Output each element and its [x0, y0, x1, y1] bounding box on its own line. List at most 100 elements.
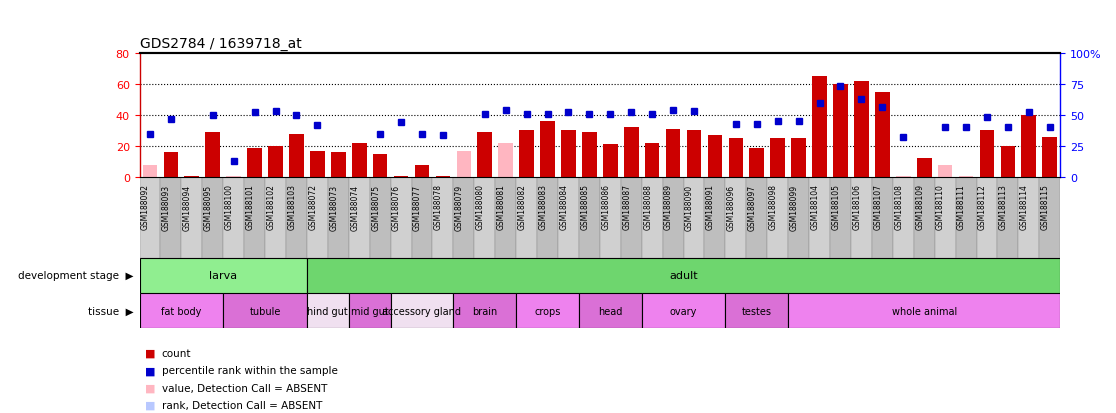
Text: accessory gland: accessory gland: [383, 306, 462, 316]
Bar: [686, 131, 701, 178]
Text: GSM188112: GSM188112: [978, 184, 987, 230]
Text: GSM188089: GSM188089: [664, 184, 673, 230]
Bar: [830, 178, 850, 258]
Bar: [289, 134, 304, 178]
Text: GSM188097: GSM188097: [748, 184, 757, 230]
Text: GSM188084: GSM188084: [559, 184, 568, 230]
Bar: [725, 178, 747, 258]
Bar: [980, 131, 994, 178]
Bar: [852, 178, 872, 258]
Bar: [935, 178, 955, 258]
Text: fat body: fat body: [161, 306, 202, 316]
Bar: [624, 128, 638, 178]
Text: GSM188074: GSM188074: [350, 184, 359, 230]
Bar: [328, 178, 349, 258]
Bar: [307, 178, 328, 258]
Text: GSM188101: GSM188101: [246, 184, 254, 230]
Text: development stage  ▶: development stage ▶: [19, 271, 134, 281]
Text: crops: crops: [535, 306, 560, 316]
Bar: [620, 178, 642, 258]
Text: GSM188088: GSM188088: [643, 184, 652, 230]
Text: tissue  ▶: tissue ▶: [88, 306, 134, 316]
Bar: [1018, 178, 1039, 258]
Bar: [809, 178, 830, 258]
Text: GSM188110: GSM188110: [936, 184, 945, 230]
Bar: [496, 178, 516, 258]
Bar: [310, 151, 325, 178]
Bar: [1042, 137, 1057, 178]
Bar: [352, 143, 366, 178]
Text: GSM188099: GSM188099: [790, 184, 799, 230]
Bar: [917, 159, 932, 178]
Text: mid gut: mid gut: [350, 306, 388, 316]
Bar: [223, 293, 307, 328]
Bar: [1039, 178, 1060, 258]
Bar: [140, 293, 223, 328]
Bar: [642, 178, 663, 258]
Text: adult: adult: [670, 271, 698, 281]
Bar: [579, 293, 642, 328]
Bar: [937, 165, 952, 178]
Bar: [976, 178, 998, 258]
Text: GSM188087: GSM188087: [623, 184, 632, 230]
Text: GSM188109: GSM188109: [915, 184, 924, 230]
Bar: [666, 130, 681, 178]
Bar: [561, 131, 576, 178]
Text: GSM188113: GSM188113: [999, 184, 1008, 230]
Bar: [579, 178, 600, 258]
Bar: [140, 258, 307, 293]
Bar: [729, 139, 743, 178]
Bar: [663, 178, 683, 258]
Bar: [248, 148, 262, 178]
Text: GSM188094: GSM188094: [183, 184, 192, 230]
Bar: [558, 178, 579, 258]
Bar: [914, 178, 935, 258]
Bar: [704, 178, 725, 258]
Bar: [223, 178, 244, 258]
Text: GSM188073: GSM188073: [329, 184, 338, 230]
Bar: [394, 177, 408, 178]
Text: GSM188104: GSM188104: [810, 184, 819, 230]
Bar: [642, 293, 725, 328]
Text: GSM188082: GSM188082: [518, 184, 527, 230]
Bar: [955, 178, 976, 258]
Bar: [433, 178, 453, 258]
Text: GSM188108: GSM188108: [894, 184, 903, 230]
Bar: [959, 177, 973, 178]
Bar: [540, 122, 555, 178]
Bar: [244, 178, 266, 258]
Bar: [412, 178, 433, 258]
Bar: [788, 293, 1060, 328]
Bar: [708, 136, 722, 178]
Bar: [603, 145, 617, 178]
Bar: [478, 133, 492, 178]
Bar: [391, 293, 453, 328]
Bar: [1001, 147, 1016, 178]
Text: GSM188083: GSM188083: [539, 184, 548, 230]
Text: GSM188092: GSM188092: [141, 184, 150, 230]
Bar: [770, 139, 785, 178]
Text: ■: ■: [145, 383, 155, 393]
Text: percentile rank within the sample: percentile rank within the sample: [162, 366, 338, 375]
Text: GSM188115: GSM188115: [1041, 184, 1050, 230]
Text: GDS2784 / 1639718_at: GDS2784 / 1639718_at: [140, 37, 301, 51]
Bar: [307, 258, 1060, 293]
Text: GSM188091: GSM188091: [706, 184, 715, 230]
Text: testes: testes: [742, 306, 772, 316]
Bar: [1021, 116, 1036, 178]
Text: GSM188098: GSM188098: [769, 184, 778, 230]
Text: ■: ■: [145, 400, 155, 410]
Bar: [893, 178, 914, 258]
Bar: [453, 178, 474, 258]
Text: GSM188078: GSM188078: [434, 184, 443, 230]
Text: GSM188077: GSM188077: [413, 184, 422, 230]
Bar: [788, 178, 809, 258]
Text: whole animal: whole animal: [892, 306, 956, 316]
Bar: [791, 139, 806, 178]
Bar: [998, 178, 1018, 258]
Bar: [164, 153, 179, 178]
Text: GSM188106: GSM188106: [853, 184, 862, 230]
Bar: [519, 131, 533, 178]
Text: larva: larva: [209, 271, 238, 281]
Text: GSM188080: GSM188080: [475, 184, 484, 230]
